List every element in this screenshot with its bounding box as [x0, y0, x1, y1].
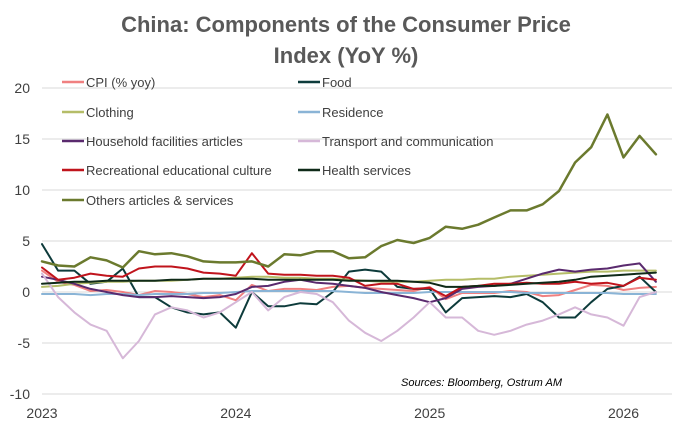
legend-label-residence: Residence	[322, 105, 383, 120]
series-lines	[40, 113, 658, 360]
y-tick-label: -5	[18, 335, 31, 351]
series-line-transport-and-communication	[41, 272, 657, 360]
x-tick-label: 2026	[608, 405, 639, 421]
x-tick-label: 2023	[26, 405, 57, 421]
series-line-household-facilities-articles	[41, 262, 657, 304]
series-line-others-articles-services	[40, 113, 658, 269]
legend-label-health-services: Health services	[322, 163, 411, 178]
legend-label-clothing: Clothing	[86, 105, 134, 120]
chart-title-line1: China: Components of the Consumer Price	[121, 12, 571, 37]
y-tick-label: 10	[14, 182, 30, 198]
series-line-recreational-educational-culture	[41, 252, 657, 298]
y-tick-label: 5	[22, 233, 30, 249]
legend-label-others-articles-services: Others articles & services	[86, 193, 234, 208]
source-note: Sources: Bloomberg, Ostrum AM	[401, 377, 563, 389]
legend-label-transport-and-communication: Transport and communication	[322, 134, 494, 149]
legend-label-recreational-educational-culture: Recreational educational culture	[86, 163, 272, 178]
legend: CPI (% yoy) Food Clothing Residence Househol…	[62, 75, 494, 208]
chart-title-line2: Index (YoY %)	[274, 43, 419, 68]
x-tick-label: 2025	[414, 405, 445, 421]
y-tick-label: 0	[22, 284, 30, 300]
series-line-residence	[41, 290, 657, 297]
y-tick-label: 20	[14, 80, 30, 96]
legend-label-household-facilities-articles: Household facilities articles	[86, 134, 243, 149]
series-line-health-services	[41, 271, 657, 288]
y-tick-label: -10	[10, 386, 30, 402]
y-tick-label: 15	[14, 131, 30, 147]
legend-label-cpi-yoy-: CPI (% yoy)	[86, 75, 155, 90]
axes: -10 -5 0 5 10 15 20 2023 2024 2025 2026	[10, 80, 640, 421]
x-tick-label: 2024	[220, 405, 251, 421]
legend-label-food: Food	[322, 75, 352, 90]
